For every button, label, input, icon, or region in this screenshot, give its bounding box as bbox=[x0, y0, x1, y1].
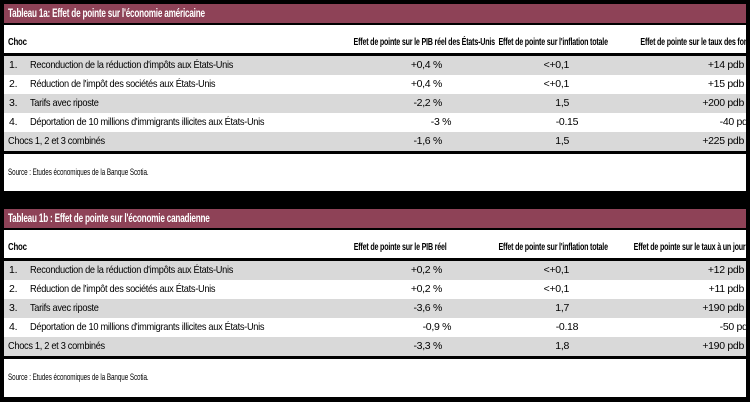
column-header-taux: Effet de pointe sur le taux des fonds fé… bbox=[640, 36, 750, 48]
inflation-value: -0.18 bbox=[555, 321, 579, 333]
inflation-value: 1,8 bbox=[555, 340, 569, 352]
pib-value: -3,6 % bbox=[413, 302, 442, 314]
row-number: 4. bbox=[9, 321, 18, 333]
row-number: 3. bbox=[9, 97, 18, 109]
column-header-pib: Effet de pointe sur le PIB réel des État… bbox=[353, 36, 496, 48]
row-number: 1. bbox=[9, 59, 18, 71]
pib-value: +0,4 % bbox=[410, 59, 442, 71]
column-header-choc: Choc bbox=[8, 241, 27, 253]
table-1b-title-bar: Tableau 1b : Effet de pointe sur l'écono… bbox=[4, 209, 746, 230]
row-number: 1. bbox=[9, 264, 18, 276]
pib-value: +0,2 % bbox=[410, 283, 442, 295]
table-row-combined: Chocs 1, 2 et 3 combinés -1,6 % 1,5 +225… bbox=[4, 132, 746, 151]
shock-label: Déportation de 10 millions d'immigrants … bbox=[30, 321, 265, 333]
inflation-value: <+0,1 bbox=[543, 78, 570, 90]
pib-value: -3 % bbox=[430, 116, 452, 128]
shock-label: Tarifs avec riposte bbox=[30, 302, 99, 314]
table-row: 2. Réduction de l'impôt des sociétés aux … bbox=[4, 280, 746, 299]
table-1a-panel: Tableau 1a: Effet de pointe sur l'économ… bbox=[4, 4, 750, 191]
inflation-value: <+0,1 bbox=[543, 264, 570, 276]
rate-value: +225 pdb bbox=[702, 135, 744, 147]
pib-value: -3,3 % bbox=[413, 340, 442, 352]
shock-label: Chocs 1, 2 et 3 combinés bbox=[8, 340, 105, 352]
table-1b-column-headers: Choc Effet de pointe sur le PIB réel Eff… bbox=[4, 230, 746, 261]
table-row: 3. Tarifs avec riposte -3,6 % 1,7 +190 pd… bbox=[4, 299, 746, 318]
inflation-value: 1,5 bbox=[555, 135, 569, 147]
table-row: 4. Déportation de 10 millions d'immigrant… bbox=[4, 318, 750, 337]
column-header-pib: Effet de pointe sur le PIB réel bbox=[354, 241, 447, 253]
shock-label: Réduction de l'impôt des sociétés aux Ét… bbox=[30, 78, 216, 90]
pib-value: -1,6 % bbox=[413, 135, 442, 147]
table-1a-title: Tableau 1a: Effet de pointe sur l'économ… bbox=[8, 6, 205, 20]
rate-value: +190 pdb bbox=[702, 302, 744, 314]
row-number: 2. bbox=[9, 283, 18, 295]
table-row: 2. Réduction de l'impôt des sociétés aux … bbox=[4, 75, 746, 94]
column-header-taux: Effet de pointe sur le taux à un jour bbox=[634, 241, 746, 253]
column-header-inflation: Effet de pointe sur l'inflation totale bbox=[498, 36, 608, 48]
shock-label: Reconduction de la réduction d'impôts au… bbox=[30, 59, 234, 71]
pib-value: -0,9 % bbox=[422, 321, 452, 333]
inflation-value: -0.15 bbox=[555, 116, 579, 128]
table-row: 3. Tarifs avec riposte -2,2 % 1,5 +200 pd… bbox=[4, 94, 746, 113]
row-number: 4. bbox=[9, 116, 18, 128]
inflation-value: 1,7 bbox=[555, 302, 569, 314]
table-1a-title-bar: Tableau 1a: Effet de pointe sur l'économ… bbox=[4, 4, 746, 25]
table-row: 1. Reconduction de la réduction d'impôts … bbox=[4, 56, 746, 75]
shock-label: Reconduction de la réduction d'impôts au… bbox=[30, 264, 234, 276]
rate-value: +12 pdb bbox=[707, 264, 744, 276]
pib-value: +0,2 % bbox=[410, 264, 442, 276]
shock-label: Déportation de 10 millions d'immigrants … bbox=[30, 116, 265, 128]
row-number: 2. bbox=[9, 78, 18, 90]
rate-value: +14 pdb bbox=[707, 59, 744, 71]
rate-value: +11 pdb bbox=[708, 283, 745, 295]
table-row: 4. Déportation de 10 millions d'immigrant… bbox=[4, 113, 750, 132]
inflation-value: <+0,1 bbox=[543, 283, 570, 295]
rate-value: -40 pdb bbox=[719, 116, 750, 128]
source-note: Source : Etudes économiques de la Banque… bbox=[8, 372, 149, 382]
pib-value: -2,2 % bbox=[413, 97, 442, 109]
table-1b-panel: Tableau 1b : Effet de pointe sur l'écono… bbox=[4, 209, 750, 397]
column-header-choc: Choc bbox=[8, 36, 27, 48]
rate-value: +15 pdb bbox=[707, 78, 744, 90]
shock-label: Réduction de l'impôt des sociétés aux Ét… bbox=[30, 283, 216, 295]
row-number: 3. bbox=[9, 302, 18, 314]
table-row: 1. Reconduction de la réduction d'impôts … bbox=[4, 261, 746, 280]
table-1b-title: Tableau 1b : Effet de pointe sur l'écono… bbox=[8, 211, 210, 225]
shock-label: Chocs 1, 2 et 3 combinés bbox=[8, 135, 105, 147]
pib-value: +0,4 % bbox=[410, 78, 442, 90]
table-row-combined: Chocs 1, 2 et 3 combinés -3,3 % 1,8 +190… bbox=[4, 337, 746, 356]
shock-label: Tarifs avec riposte bbox=[30, 97, 99, 109]
inflation-value: <+0,1 bbox=[543, 59, 570, 71]
table-1b-rows: 1. Reconduction de la réduction d'impôts … bbox=[4, 261, 750, 359]
rate-value: +190 pdb bbox=[702, 340, 744, 352]
rate-value: -50 pdb bbox=[719, 321, 750, 333]
inflation-value: 1,5 bbox=[555, 97, 569, 109]
source-note: Source : Etudes économiques de la Banque… bbox=[8, 167, 149, 177]
rate-value: +200 pdb bbox=[702, 97, 744, 109]
table-1a-column-headers: Choc Effet de pointe sur le PIB réel des… bbox=[4, 25, 750, 56]
column-header-inflation: Effet de pointe sur l'inflation totale bbox=[498, 241, 608, 253]
table-1a-rows: 1. Reconduction de la réduction d'impôts … bbox=[4, 56, 750, 154]
